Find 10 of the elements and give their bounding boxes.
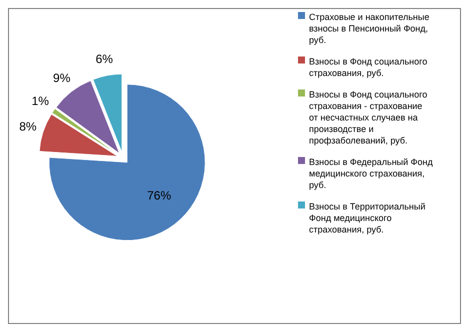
data-label: 6% — [96, 52, 114, 66]
data-label: 1% — [32, 94, 50, 108]
data-label: 76% — [147, 188, 172, 203]
legend-label: Взносы в Фонд социального страхования - страхование от несчастных случаев на производстве и профзаболеваний, руб. — [309, 90, 428, 146]
legend-label: Страховые и накопительные взносы в Пенсионный Фонд, руб. — [309, 12, 430, 45]
data-label: 8% — [19, 119, 37, 134]
data-label: 9% — [53, 71, 71, 86]
legend-label: Взносы в Федеральный Фонд медицинского страхования, руб. — [309, 157, 434, 190]
legend-label: Взносы в Территориальный Фонд медицинского страхования, руб. — [309, 202, 426, 234]
legend-label: Взносы в Фонд социального страхования, руб. — [309, 56, 428, 78]
